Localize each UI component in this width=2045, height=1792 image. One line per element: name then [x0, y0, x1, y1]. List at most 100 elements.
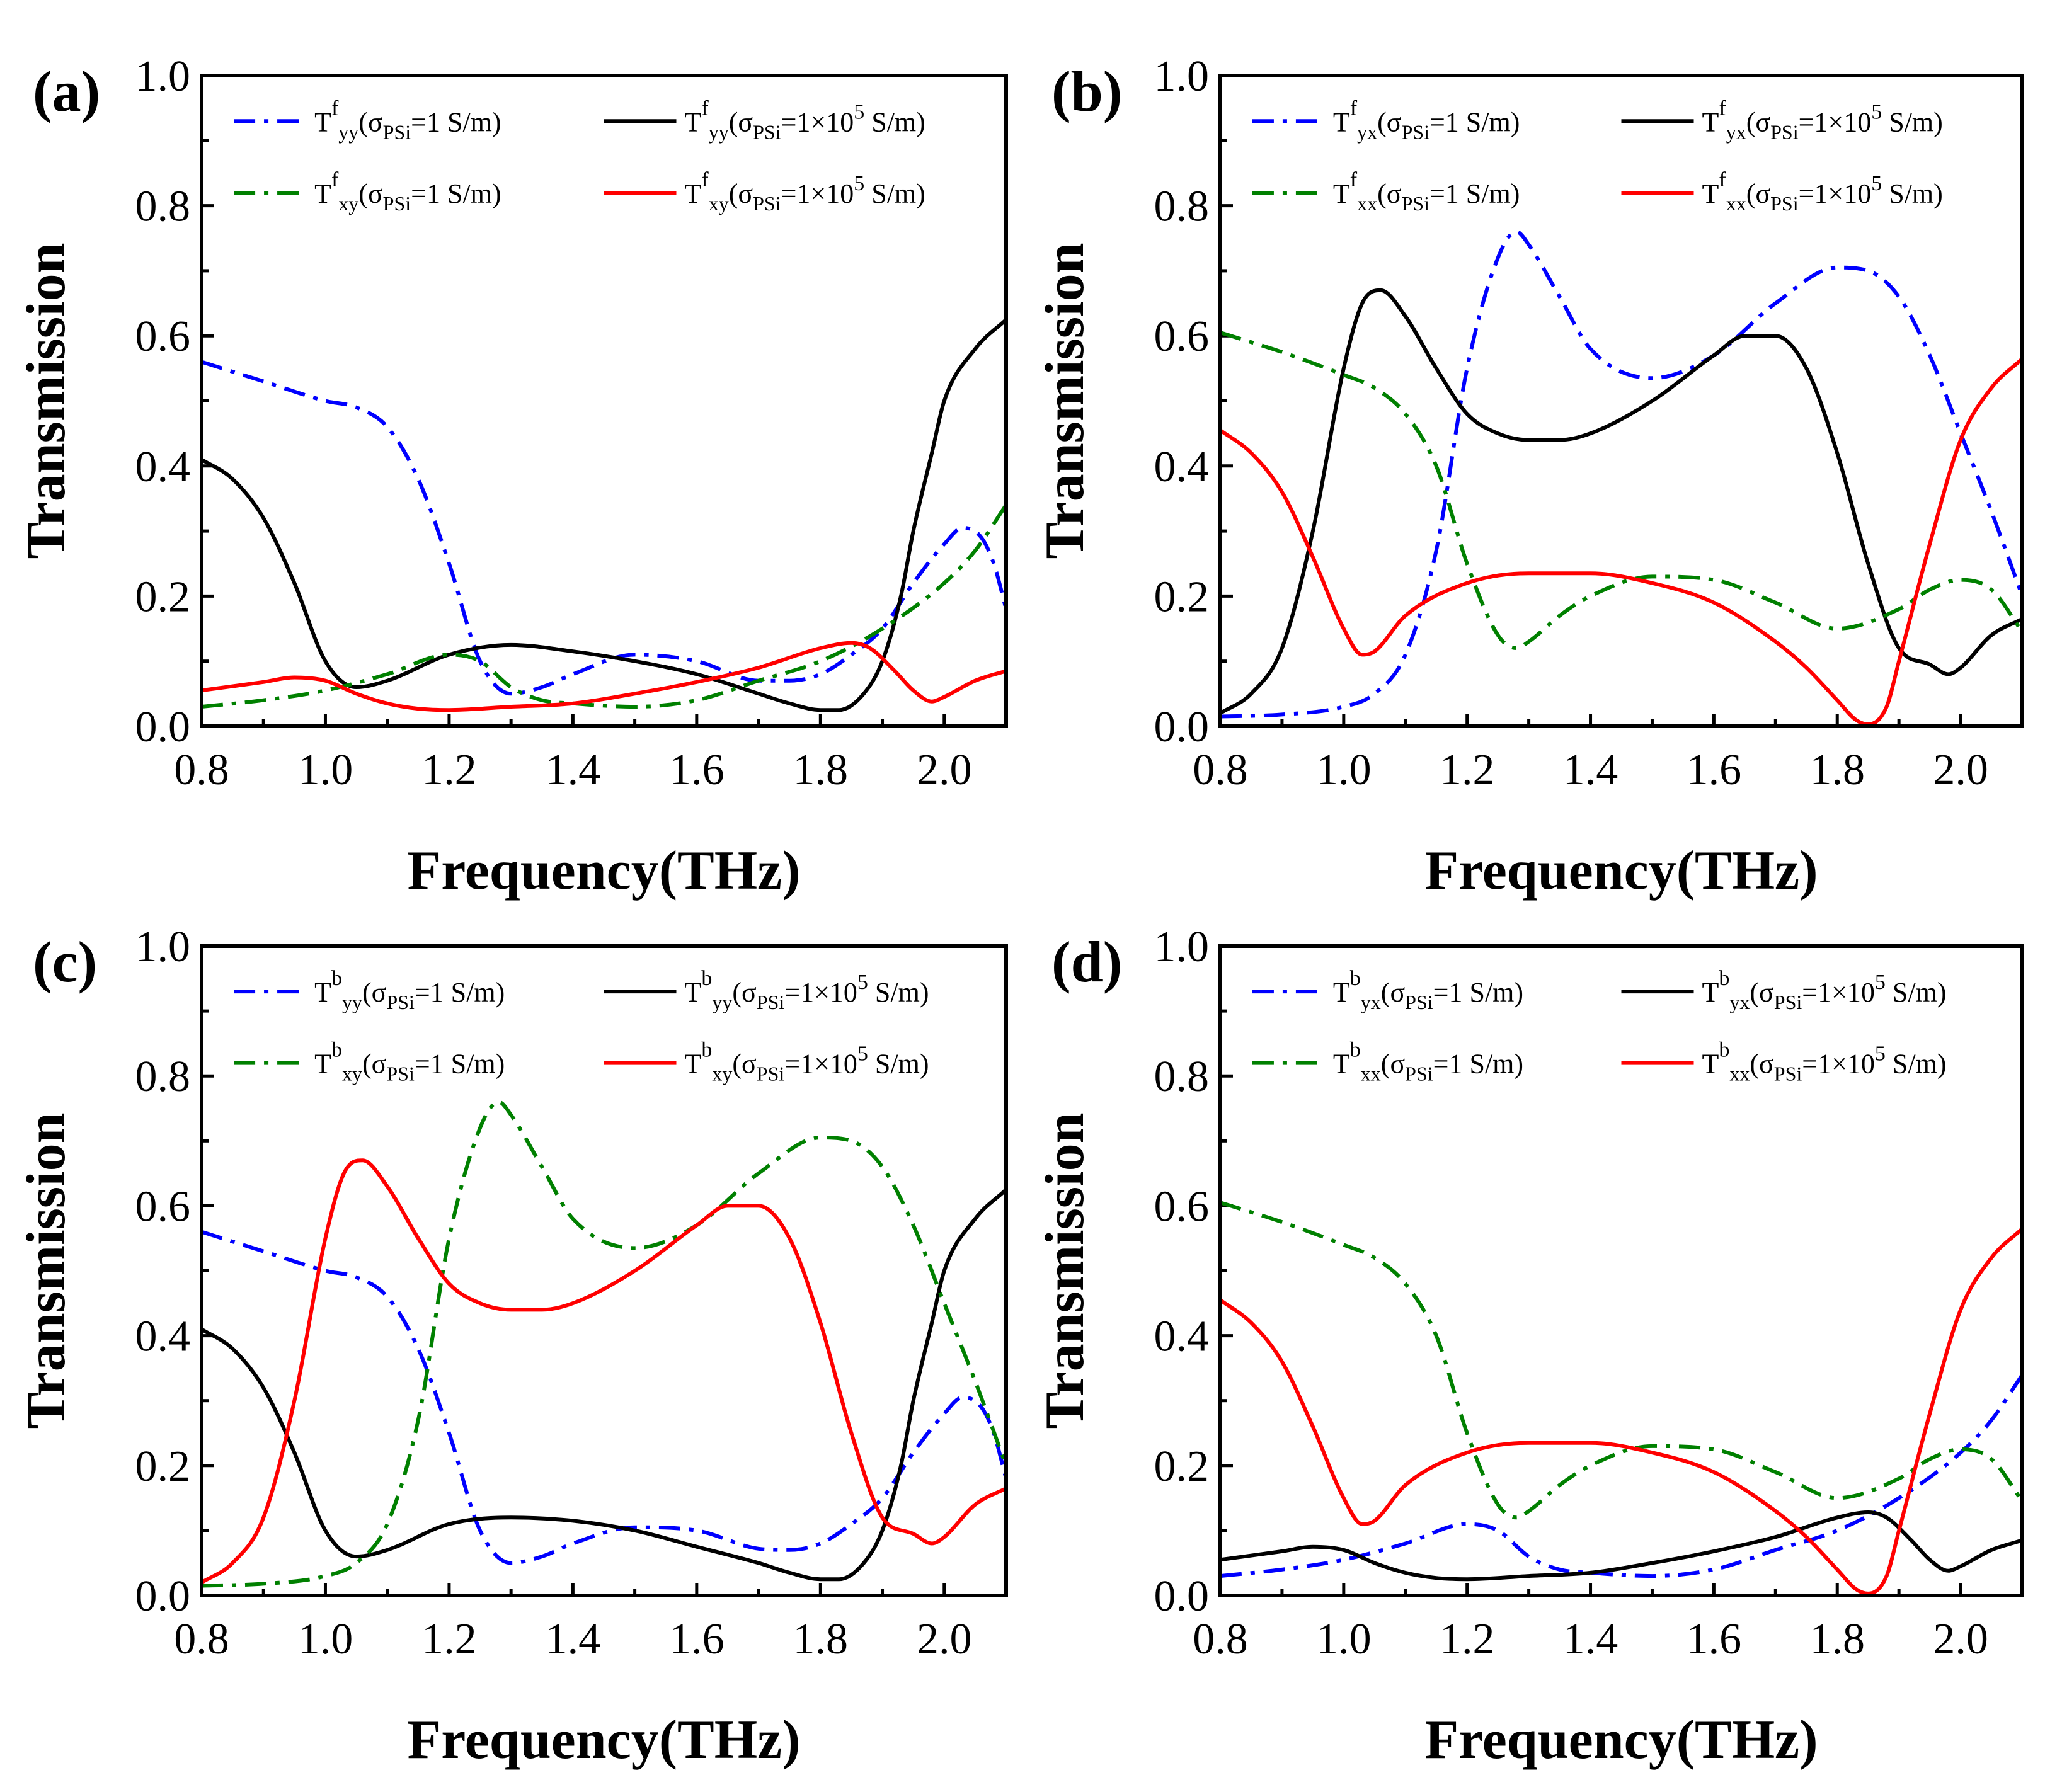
legend-paren: ( [1377, 178, 1387, 209]
y-tick-label: 0.0 [135, 1572, 191, 1621]
legend-subscript: xx [1361, 1063, 1381, 1085]
x-tick-label: 1.8 [1809, 746, 1865, 794]
legend-label: Tfxy(σPSi=1×105 S/m) [685, 168, 925, 215]
legend-paren: ) [492, 178, 501, 209]
legend-base: T [1702, 178, 1719, 209]
legend-condition: =1×10 [1802, 1049, 1875, 1080]
legend-item: Tbyy(σPSi=1 S/m) [234, 967, 505, 1013]
legend-subscript: yx [1726, 120, 1746, 143]
legend-subscript: xy [338, 192, 358, 215]
legend-subscript: xy [342, 1063, 362, 1085]
x-tick-label: 1.6 [669, 746, 725, 794]
legend-subscript: yx [1729, 991, 1750, 1013]
series-group [1220, 1201, 2022, 1595]
legend-condition: =1 S/m [1433, 977, 1515, 1008]
legend-paren: ( [358, 178, 368, 209]
legend-superscript: b [1719, 967, 1729, 990]
series-line [202, 360, 1006, 696]
legend-sigma-subscript: PSi [383, 120, 411, 143]
series-line [202, 1100, 1006, 1588]
plot-frame [200, 74, 1008, 728]
legend-superscript: b [1350, 1039, 1361, 1062]
legend-base: T [1702, 1049, 1719, 1080]
legend-superscript: b [331, 967, 342, 990]
legend-base: T [1702, 977, 1719, 1008]
x-tick-label: 1.2 [421, 1615, 477, 1664]
legend-superscript: f [701, 96, 709, 120]
y-tick-label: 0.2 [135, 1442, 191, 1491]
x-tick-label: 1.2 [421, 746, 477, 794]
x-tick-label: 2.0 [1933, 1615, 1988, 1664]
series-line [202, 1158, 1006, 1584]
legend-sigma: σ [1390, 1049, 1405, 1080]
x-axis-title: Frequency(THz) [407, 840, 800, 901]
y-axis-title: Transmission [1034, 243, 1096, 559]
chart-panel: 0.8 1.0 1.2 1.4 1.6 1.8 2.0 0.0 0.2 0.4 0.6 0.8 1.0 F… [16, 52, 1008, 901]
x-tick-label: 0.8 [174, 746, 229, 794]
y-tick-label: 0.8 [135, 183, 191, 231]
legend-label: Tfxy(σPSi=1 S/m) [314, 168, 501, 215]
series-line [1220, 229, 2022, 719]
y-tick-label: 0.0 [1154, 1572, 1210, 1621]
legend-base: T [685, 977, 702, 1008]
x-tick-label: 1.0 [298, 746, 353, 794]
legend-superscript: f [1350, 96, 1358, 120]
legend-item: Tbxx(σPSi=1×105 S/m) [1621, 1039, 1946, 1085]
legend-label: Tbyy(σPSi=1×105 S/m) [685, 967, 929, 1013]
legend-paren: ) [916, 106, 925, 137]
legend-superscript: b [1719, 1039, 1729, 1062]
x-tick-label: 1.2 [1440, 746, 1495, 794]
legend-paren: ) [496, 1049, 505, 1080]
y-tick-label: 0.4 [135, 1313, 191, 1361]
x-tick-label: 2.0 [1933, 746, 1988, 794]
legend-item: Tbxy(σPSi=1×105 S/m) [604, 1039, 929, 1085]
x-tick-label: 1.8 [1809, 1615, 1865, 1664]
legend-condition: =1 S/m [415, 1049, 496, 1080]
x-tick-label: 1.0 [1316, 1615, 1372, 1664]
y-tick-label: 0.0 [135, 703, 191, 751]
legend-sigma: σ [1755, 178, 1770, 209]
legend-unit: S/m [864, 178, 916, 209]
legend-unit: S/m [868, 977, 920, 1008]
y-tick-label: 0.8 [135, 1053, 191, 1101]
legend-label: Tbyx(σPSi=1×105 S/m) [1702, 967, 1947, 1013]
y-tick-label: 0.4 [135, 443, 191, 491]
legend-base: T [1333, 106, 1350, 137]
legend-sigma-subscript: PSi [753, 192, 781, 215]
x-tick-label: 1.4 [546, 746, 601, 794]
legend-paren: ( [1381, 977, 1390, 1008]
legend-superscript: f [1350, 168, 1358, 191]
x-tick-label: 1.0 [1316, 746, 1372, 794]
legend-label: Tfxx(σPSi=1 S/m) [1333, 168, 1520, 215]
legend-exponent: 5 [1875, 1042, 1886, 1066]
legend-condition: =1 S/m [411, 178, 492, 209]
series-line [1220, 288, 2022, 715]
x-tick-label: 0.8 [1193, 746, 1248, 794]
legend-label: Tfyx(σPSi=1×105 S/m) [1702, 96, 1943, 143]
x-tick-label: 1.0 [298, 1615, 353, 1664]
legend-subscript: xy [709, 192, 729, 215]
legend-superscript: f [331, 96, 339, 120]
legend-condition: =1×10 [784, 1049, 857, 1080]
legend-unit: S/m [1886, 1049, 1937, 1080]
legend-superscript: b [701, 1039, 712, 1062]
legend-paren: ) [1933, 178, 1943, 209]
legend-sigma: σ [368, 106, 383, 137]
legend-item: Tbxy(σPSi=1 S/m) [234, 1039, 505, 1085]
legend-exponent: 5 [1875, 971, 1886, 994]
plot-frame [200, 944, 1008, 1597]
legend-label: Tbxx(σPSi=1 S/m) [1333, 1039, 1523, 1085]
legend-subscript: yy [709, 120, 729, 143]
legend-label: Tbxy(σPSi=1 S/m) [314, 1039, 505, 1085]
legend-superscript: f [701, 168, 709, 191]
legend-paren: ) [920, 977, 929, 1008]
legend-unit: S/m [1882, 106, 1933, 137]
chart-panel: 0.8 1.0 1.2 1.4 1.6 1.8 2.0 0.0 0.2 0.4 0.6 0.8 1.0 F… [1034, 923, 2024, 1771]
y-tick-label: 0.2 [1154, 1442, 1210, 1491]
legend-sigma: σ [742, 1049, 757, 1080]
legend-sigma: σ [368, 178, 383, 209]
legend-base: T [1702, 106, 1719, 137]
legend-superscript: b [701, 967, 712, 990]
